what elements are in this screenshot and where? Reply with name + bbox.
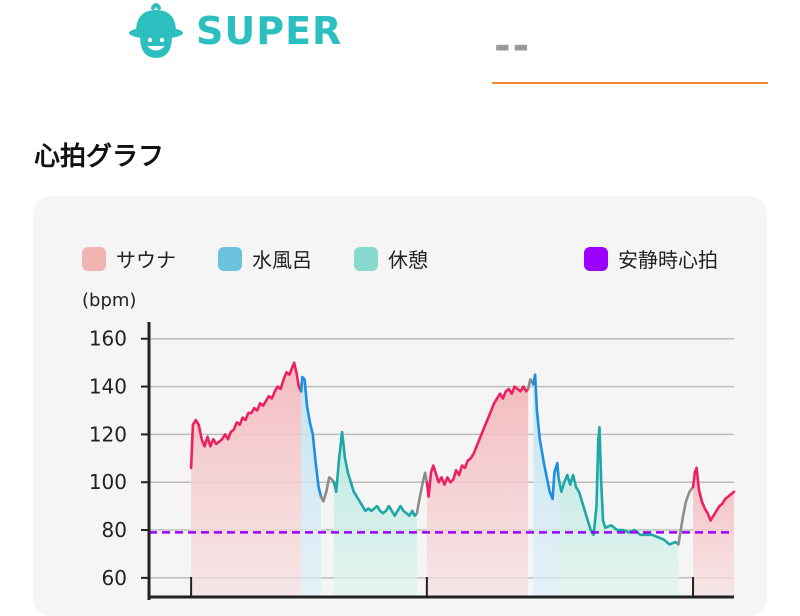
legend-label-sauna: サウナ [116,248,176,272]
y-tick-label-120: 120 [89,422,127,446]
phase-area-cold-1 [301,377,321,597]
legend-swatch-sauna [82,246,106,271]
hr-line-gap-9 [677,485,695,546]
legend-item-sauna: サウナ [82,244,176,273]
hr-line-gap-4 [415,471,429,515]
phase-area-cold-4 [533,374,559,597]
section-title: 心拍グラフ [34,142,165,172]
legend-label-rest: 休憩 [388,248,428,272]
sauna-mascot-icon [129,3,183,58]
legend-item-cold-bath: 水風呂 [218,244,312,273]
y-tick-label-140: 140 [89,375,127,399]
phase-area-rest-5 [558,427,679,597]
phase-area-sauna-3 [426,386,529,597]
header-underline [492,82,768,84]
legend-swatch-resting-hr [584,246,608,271]
app-logo: SUPER [128,2,342,60]
hr-line-cold-7 [532,373,560,501]
y-tick-label-60: 60 [102,566,127,590]
brand-name: SUPER [196,9,343,53]
legend-item-rest: 休憩 [354,244,428,273]
y-tick-label-100: 100 [89,470,127,494]
hr-line-sauna-0 [189,361,303,470]
legend-label-cold-bath: 水風呂 [252,248,312,272]
hr-line-sauna-5 [425,385,530,498]
legend-swatch-cold-bath [218,246,242,271]
phase-area-sauna-0 [191,362,302,597]
hr-line-cold-1 [299,375,323,498]
legend-item-resting-hr: 安静時心拍 [584,244,718,273]
legend-swatch-rest [354,246,378,271]
y-axis-unit: (bpm) [82,290,137,311]
y-tick-label-80: 80 [102,518,127,542]
hr-line-rest-8 [557,425,680,546]
heart-rate-chart: 60 80 100 120 140 160 [89,322,736,600]
phase-area-rest-2 [333,432,417,597]
hr-line-rest-3 [332,430,419,517]
legend-label-resting-hr: 安静時心拍 [618,248,718,272]
header-value-placeholder: -- [494,23,532,69]
hr-line-sauna-10 [691,466,736,522]
y-tick-label-160: 160 [89,327,127,351]
hr-line-gap-2 [319,476,336,503]
